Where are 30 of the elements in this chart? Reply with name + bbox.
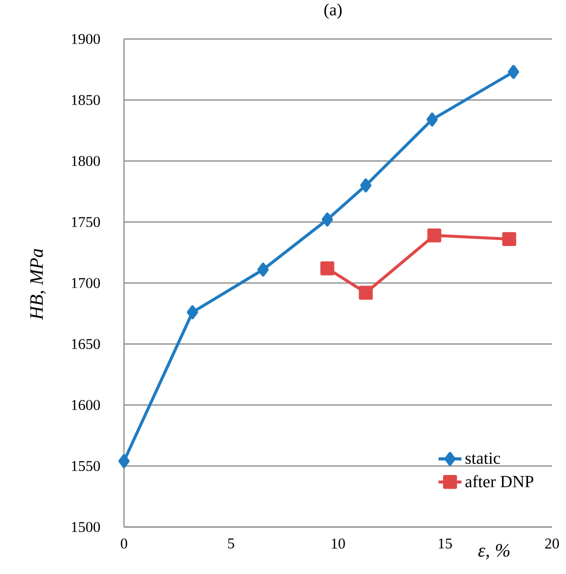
y-tick-label: 1500 [72,522,100,532]
point [508,64,520,79]
y-tick-label: 1850 [72,94,100,106]
point [118,454,130,468]
point [320,261,334,276]
point [186,305,198,320]
y-tick-label: 1700 [72,278,100,288]
x-tick-label: 5 [228,538,234,548]
x-tick-label: 20 [545,538,559,549]
x-tick-label: 15 [438,538,452,549]
x-axis-title: ε, % [478,544,510,560]
legend-label: after DNP [465,475,534,488]
legend-label: static [466,452,500,464]
point [322,212,333,227]
y-tick-label: 1650 [72,338,100,350]
point [358,286,373,300]
point [502,232,516,246]
point [360,178,372,192]
chart-title: (a) [324,4,342,19]
y-tick-label: 1900 [72,34,100,44]
y-tick-label: 1600 [72,400,100,410]
point [426,112,438,126]
y-tick-label: 1750 [72,216,100,228]
y-axis-title: HB, MPa [30,248,46,320]
point [257,262,269,277]
x-tick-label: 0 [120,538,128,549]
point [427,228,442,242]
y-tick-label: 1550 [72,460,100,472]
y-tick-label: 1800 [72,156,100,166]
x-tick-label: 10 [332,538,345,549]
